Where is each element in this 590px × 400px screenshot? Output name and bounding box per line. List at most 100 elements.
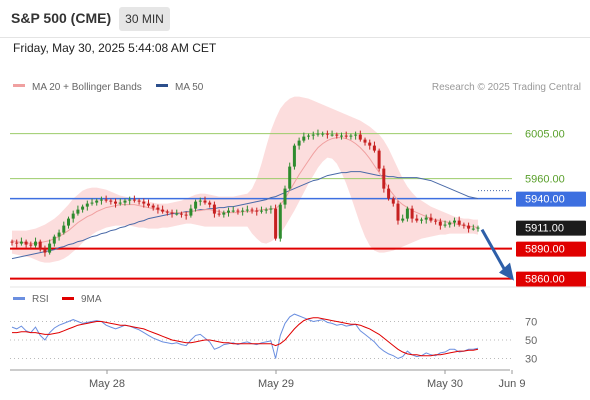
candle-body xyxy=(34,241,37,246)
candle-body xyxy=(292,145,296,167)
candle-body xyxy=(38,241,42,249)
support-level-tag-bg xyxy=(516,241,586,257)
last-price-tag: 5911.00 xyxy=(525,223,564,235)
projection-arrow-head xyxy=(499,262,514,281)
candle-body xyxy=(132,199,136,201)
candle-body xyxy=(52,236,56,244)
candle-body xyxy=(165,211,169,213)
candle-body xyxy=(443,224,447,226)
candle-body xyxy=(203,200,207,203)
candle-body xyxy=(99,199,103,201)
candle-body xyxy=(43,248,47,253)
candle-body xyxy=(175,213,179,215)
candle-body xyxy=(354,134,358,136)
candle-body xyxy=(76,209,80,214)
bollinger-band-area xyxy=(12,96,478,263)
candle-body xyxy=(340,135,343,137)
candle-body xyxy=(396,203,400,221)
resistance-level-label: 6005.00 xyxy=(525,129,565,141)
support-level-tag: 5860.00 xyxy=(525,274,565,286)
candle-body xyxy=(453,220,456,223)
candle-body xyxy=(109,200,113,202)
candle-body xyxy=(297,140,301,146)
candle-body xyxy=(222,212,226,215)
candle-body xyxy=(29,244,33,246)
x-axis: May 28 May 29 May 30 Jun 9 xyxy=(89,370,526,390)
candle-body xyxy=(179,213,183,215)
resistance-level-tag: 5940.00 xyxy=(525,194,565,206)
candle-body xyxy=(85,203,89,207)
ma20-line xyxy=(11,137,479,245)
candle-body xyxy=(302,136,306,141)
candle-body xyxy=(250,209,254,211)
candle-body xyxy=(382,168,386,189)
rsi-legend-swatch xyxy=(13,297,25,300)
candle-body xyxy=(10,241,14,243)
candle-body xyxy=(283,188,287,205)
x-axis-tick-label: May 29 xyxy=(258,378,294,390)
candle-body xyxy=(241,210,245,212)
rsi-lines xyxy=(11,313,479,360)
candle-body xyxy=(462,224,466,226)
candle-body xyxy=(401,218,405,221)
ma20-legend-label: MA 20 + Bollinger Bands xyxy=(32,82,142,93)
candle-body xyxy=(405,208,409,219)
candle-body xyxy=(57,232,61,237)
candle-body xyxy=(363,139,367,143)
candle-body xyxy=(161,209,165,212)
candle-body xyxy=(476,227,480,229)
price-level-labels: 6005.00 5960.00 5940.00 5911.00 5890.00 5860.… xyxy=(516,129,586,287)
candle-body xyxy=(467,225,471,229)
ma20-legend-swatch xyxy=(13,84,25,87)
candle-body xyxy=(368,142,372,146)
resistance-level-label: 5960.00 xyxy=(525,174,565,186)
candle-body xyxy=(264,209,268,211)
candle-body xyxy=(114,201,117,204)
candle-body xyxy=(274,208,278,239)
candle-body xyxy=(471,228,475,230)
rsi-legend-label: RSI xyxy=(32,294,49,305)
rsi-ma-legend-label: 9MA xyxy=(81,294,102,305)
price-projection xyxy=(480,228,514,281)
candle-body xyxy=(372,145,376,151)
ma50-legend-label: MA 50 xyxy=(175,82,204,93)
support-level-tag: 5890.00 xyxy=(525,244,565,256)
price-levels xyxy=(10,133,512,280)
candle-body xyxy=(123,200,127,203)
bollinger-bands xyxy=(12,96,478,263)
rsi-tick-label: 70 xyxy=(525,317,537,329)
candle-body xyxy=(48,243,52,253)
candle-body xyxy=(189,208,193,216)
candle-body xyxy=(170,212,174,214)
candle-body xyxy=(260,210,263,212)
candle-body xyxy=(344,135,348,137)
candle-body xyxy=(316,133,320,135)
ma50-line xyxy=(11,171,479,260)
candle-body xyxy=(184,214,188,216)
candle-body xyxy=(19,241,23,244)
candle-body xyxy=(208,202,212,205)
candle-body xyxy=(142,201,146,204)
candle-body xyxy=(420,219,423,221)
timestamp: Friday, May 30, 2025 5:44:08 AM CET xyxy=(13,41,217,55)
x-axis-tick-label: May 30 xyxy=(427,378,463,390)
candle-body xyxy=(194,201,198,209)
candle-body xyxy=(217,213,221,215)
candle-body xyxy=(81,206,85,210)
candle-body xyxy=(434,220,438,222)
candle-body xyxy=(90,202,94,204)
candle-body xyxy=(438,221,442,226)
x-axis-tick-label: Jun 9 xyxy=(499,378,526,390)
candle-body xyxy=(137,200,141,202)
timeframe-button[interactable]: 30 MIN xyxy=(119,7,170,31)
candle-body xyxy=(118,202,122,204)
candle-body xyxy=(62,225,66,233)
candle-body xyxy=(410,208,414,219)
candle-body xyxy=(325,133,329,135)
candle-body xyxy=(269,208,273,210)
candle-body xyxy=(429,217,433,221)
candle-body xyxy=(278,204,282,239)
price-legend: MA 20 + Bollinger Bands MA 50 Research ©… xyxy=(13,82,581,93)
candle-body xyxy=(227,210,230,213)
